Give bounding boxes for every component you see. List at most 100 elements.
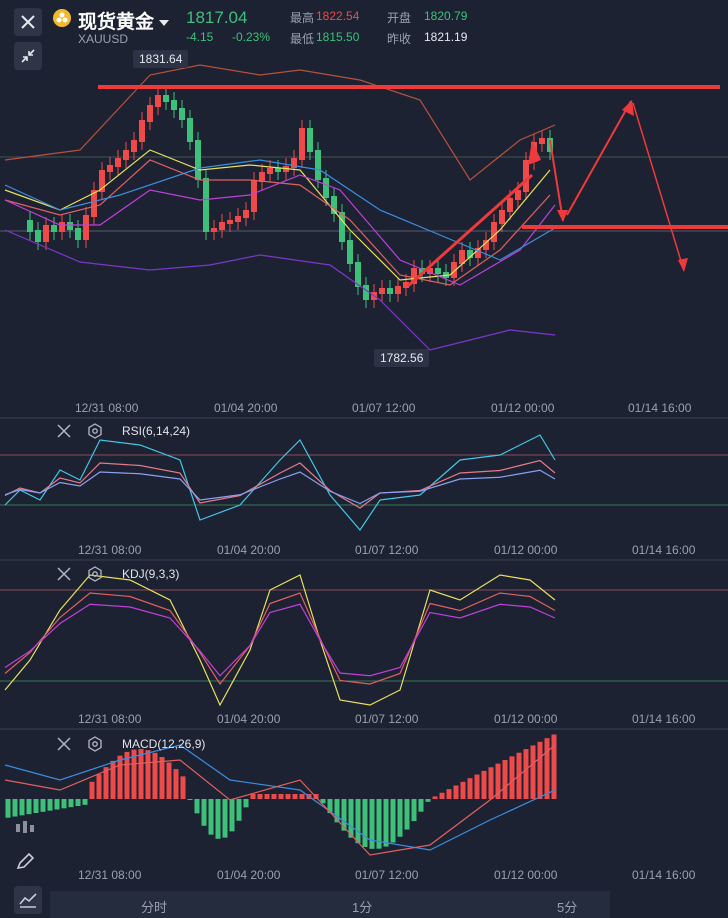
kdj-settings-button[interactable] bbox=[87, 566, 103, 587]
macd-bar bbox=[152, 752, 158, 799]
tab-5min[interactable]: 5分 bbox=[557, 900, 578, 915]
candle bbox=[275, 168, 281, 172]
macd-bar bbox=[264, 794, 270, 799]
candle bbox=[483, 240, 489, 250]
rsi-x-tick: 01/12 00:00 bbox=[494, 543, 558, 557]
macd-bar bbox=[187, 799, 193, 800]
main-x-tick: 01/04 20:00 bbox=[214, 401, 278, 415]
candle bbox=[355, 262, 361, 287]
macd-bar bbox=[243, 799, 249, 808]
candle bbox=[147, 105, 153, 122]
rsi-close-button[interactable] bbox=[57, 424, 71, 443]
rsi-chart bbox=[4, 434, 556, 531]
candle bbox=[491, 222, 497, 242]
macd-bar bbox=[481, 770, 487, 799]
kdj-close-button[interactable] bbox=[57, 567, 71, 586]
macd-bar bbox=[54, 799, 60, 810]
candle bbox=[27, 220, 33, 232]
arrow-head bbox=[678, 258, 688, 272]
macd-bar bbox=[397, 799, 403, 837]
macd-bar bbox=[460, 781, 466, 799]
candle bbox=[219, 222, 225, 230]
candle bbox=[467, 250, 473, 258]
macd-close-button[interactable] bbox=[57, 737, 71, 756]
close-icon bbox=[57, 737, 71, 751]
candle bbox=[259, 172, 265, 182]
price-change-pct: -0.23% bbox=[232, 30, 271, 44]
kdj-x-tick: 01/14 16:00 bbox=[632, 712, 696, 726]
timeframe-bar bbox=[50, 891, 610, 918]
macd-bar bbox=[5, 799, 11, 818]
macd-bar bbox=[103, 767, 109, 799]
candle bbox=[203, 178, 209, 232]
candle bbox=[475, 248, 481, 258]
trend-annotations bbox=[98, 85, 728, 288]
candle bbox=[163, 95, 169, 102]
ma-line-purple bbox=[4, 174, 556, 286]
drawing-tools-button[interactable] bbox=[14, 818, 36, 843]
macd-bar bbox=[180, 776, 186, 799]
macd-x-tick: 01/07 12:00 bbox=[355, 868, 419, 882]
macd-bar bbox=[523, 749, 529, 799]
main-x-tick: 01/12 00:00 bbox=[491, 401, 555, 415]
current-price: 1817.04 bbox=[186, 8, 248, 27]
macd-bar bbox=[250, 794, 256, 799]
prev-close-label: 昨收 bbox=[387, 32, 412, 46]
macd-bar bbox=[292, 794, 298, 799]
instrument-name[interactable]: 现货黄金 bbox=[78, 12, 155, 33]
candle bbox=[35, 230, 41, 242]
candle bbox=[227, 220, 233, 224]
candle bbox=[155, 95, 161, 107]
macd-bar bbox=[33, 799, 39, 813]
macd-bar bbox=[334, 799, 340, 823]
macd-bar bbox=[425, 799, 431, 802]
candle bbox=[243, 210, 249, 218]
grid-layer bbox=[0, 156, 728, 730]
candle bbox=[435, 268, 441, 274]
prev-close-value: 1821.19 bbox=[424, 30, 468, 44]
macd-title: MACD(12,26,9) bbox=[122, 737, 206, 751]
candle bbox=[235, 216, 241, 222]
macd-bar bbox=[432, 796, 438, 799]
rsi-x-tick: 01/07 12:00 bbox=[355, 543, 419, 557]
macd-bar bbox=[320, 799, 326, 804]
candle bbox=[187, 118, 193, 142]
candle bbox=[123, 150, 129, 160]
tab-1min[interactable]: 1分 bbox=[352, 900, 373, 915]
macd-bar bbox=[390, 799, 396, 843]
candle bbox=[499, 210, 505, 224]
rsi-x-tick: 01/04 20:00 bbox=[217, 543, 281, 557]
macd-bar bbox=[96, 774, 102, 799]
macd-bar bbox=[229, 799, 235, 832]
macd-x-tick: 01/12 00:00 bbox=[494, 868, 558, 882]
kdj-x-tick: 01/04 20:00 bbox=[217, 712, 281, 726]
collapse-button[interactable] bbox=[14, 42, 42, 70]
macd-bar bbox=[369, 799, 375, 849]
kdj-k-line bbox=[4, 592, 556, 686]
low-price-tag: 1782.56 bbox=[374, 349, 430, 367]
macd-bar bbox=[383, 799, 389, 847]
close-button[interactable] bbox=[14, 8, 42, 36]
chart-type-button[interactable] bbox=[14, 886, 42, 914]
candle bbox=[67, 222, 73, 230]
boll-lower bbox=[4, 229, 556, 351]
candle bbox=[347, 240, 353, 264]
candle bbox=[379, 288, 385, 294]
macd-bar bbox=[488, 767, 494, 799]
macd-settings-button[interactable] bbox=[87, 736, 103, 757]
high-price-tag: 1831.64 bbox=[133, 50, 189, 68]
macd-bar bbox=[376, 799, 382, 849]
macd-bar bbox=[453, 785, 459, 799]
macd-bar bbox=[19, 799, 25, 816]
low-value: 1815.50 bbox=[316, 30, 360, 44]
macd-bar bbox=[68, 799, 74, 808]
chevron-down-icon[interactable] bbox=[159, 14, 169, 32]
rsi-settings-button[interactable] bbox=[87, 423, 103, 444]
boll-upper bbox=[4, 64, 556, 181]
pen-tool-button[interactable] bbox=[14, 852, 36, 877]
trend-arrow-line bbox=[566, 100, 632, 216]
candle bbox=[107, 165, 113, 172]
macd-bar bbox=[278, 794, 284, 799]
tab-timeshare[interactable]: 分时 bbox=[141, 900, 168, 915]
